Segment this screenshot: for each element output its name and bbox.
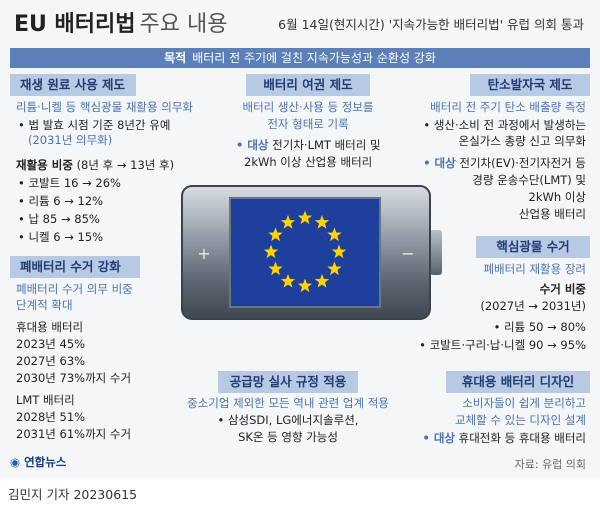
- supply-line3: SK온 등 영향 가능성: [238, 430, 338, 444]
- portable-design-line2: 교체할 수 있는 디자인 설계: [454, 413, 586, 427]
- minerals-line2: 수거 비중: [539, 282, 586, 296]
- carbon-header: 탄소발자국 제도: [470, 74, 590, 96]
- plus-sign: +: [197, 244, 210, 263]
- collection-portable-2027: 2027년 63%: [16, 354, 86, 368]
- minerals-header: 핵심광물 수거: [476, 236, 590, 258]
- logo-text: 연합뉴스: [24, 455, 67, 469]
- collection-portable-label: 휴대용 배터리: [16, 320, 84, 334]
- passport-target-text: 전기차·LMT 배터리 및: [272, 138, 381, 152]
- passport-line4: 2kWh 이상 산업용 배터리: [244, 155, 373, 169]
- minerals-item-others: • 코발트·구리·납·니켈 90 → 95%: [419, 338, 586, 352]
- passport-target-label: • 대상: [236, 138, 269, 152]
- yonhap-logo: ◉ 연합뉴스: [10, 454, 66, 470]
- carbon-target-text: 전기차(EV)·전기자전거 등: [459, 156, 586, 170]
- minus-sign: −: [401, 244, 414, 263]
- carbon-line5: 경량 운송수단(LMT) 및: [472, 173, 586, 187]
- eu-battery-illustration: + −: [181, 185, 442, 320]
- recycled-line1: 리튬·니켈 등 핵심광물 재활용 의무화: [16, 100, 193, 114]
- eu-star: [327, 261, 342, 276]
- portable-design-header: 휴대용 배터리 디자인: [446, 371, 590, 393]
- portable-design-target-text: 휴대전화 등 휴대용 배터리: [458, 431, 586, 445]
- eu-star: [297, 278, 313, 293]
- eu-star: [268, 227, 283, 242]
- recycled-line3: (2031년 의무화): [28, 133, 113, 147]
- supply-line2: • 삼성SDI, LG에너지솔루션,: [217, 413, 359, 427]
- carbon-target: • 대상 전기차(EV)·전기자전거 등: [423, 156, 586, 171]
- collection-header: 폐배터리 수거 강화: [10, 256, 140, 278]
- carbon-line3: 온실가스 총량 신고 의무화: [458, 134, 586, 148]
- eu-star: [327, 227, 342, 242]
- carbon-line2: • 생산·소비 전 과정에서 발생하는: [423, 118, 586, 132]
- minerals-line1: 폐배터리 재활용 장려: [483, 262, 586, 276]
- recycled-item-lithium: • 리튬 6 → 12%: [18, 194, 104, 208]
- byline: 김민지 기자 20230615: [8, 487, 138, 502]
- supply-header: 공급망 실사 규정 적용: [218, 371, 358, 393]
- recycled-ratio-period: (8년 후 → 13년 후): [76, 158, 175, 172]
- portable-design-line1: 소비자들이 쉽게 분리하고: [462, 396, 586, 410]
- logo-icon: ◉: [10, 455, 21, 469]
- title-main: EU 배터리법: [14, 12, 136, 37]
- eu-star: [263, 244, 279, 259]
- portable-design-target: • 대상 휴대전화 등 휴대용 배터리: [422, 431, 586, 446]
- title-sub: 주요 내용: [139, 12, 228, 37]
- carbon-target-label: • 대상: [423, 156, 456, 170]
- page-title: EU 배터리법 주요 내용: [14, 6, 227, 38]
- recycled-item-lead: • 납 85 → 85%: [18, 212, 100, 226]
- recycled-line2: • 법 발효 시점 기준 8년간 유예: [18, 118, 171, 132]
- carbon-line1: 배터리 전 주기 탄소 배출량 측정: [430, 100, 586, 114]
- carbon-line6: 2kWh 이상: [528, 190, 586, 204]
- collection-line2: 단계적 확대: [16, 298, 73, 312]
- collection-lmt-2028: 2028년 51%: [16, 410, 86, 424]
- eu-star: [314, 215, 330, 229]
- purpose-label: 목적: [164, 51, 187, 65]
- eu-star: [280, 215, 296, 229]
- source-note: 자료: 유럽 의회: [514, 458, 586, 471]
- collection-line1: 폐배터리 수거 의무 비중: [16, 282, 133, 296]
- minerals-line3: (2027년 → 2031년): [480, 299, 586, 313]
- carbon-line7: 산업용 배터리: [518, 207, 586, 221]
- eu-star: [280, 273, 296, 288]
- headline: 6월 14일(현지시간) '지속가능한 배터리법' 유럽 의회 통과: [278, 17, 584, 32]
- eu-star: [331, 244, 347, 259]
- minerals-item-lithium: • 리튬 50 → 80%: [493, 320, 586, 334]
- purpose-text: 배터리 전 주기에 걸친 지속가능성과 순환성 강화: [192, 51, 436, 65]
- recycled-item-cobalt: • 코발트 16 → 26%: [18, 176, 121, 190]
- eu-star: [314, 273, 330, 288]
- supply-line1: 중소기업 제외한 모든 역내 관련 업계 적용: [187, 396, 389, 410]
- recycled-item-nickel: • 니켈 6 → 15%: [18, 230, 104, 244]
- passport-target: • 대상 전기차·LMT 배터리 및: [236, 138, 381, 153]
- eu-stars: [263, 210, 347, 293]
- collection-portable-2023: 2023년 45%: [16, 337, 86, 351]
- recycled-ratio-label: 재활용 비중: [16, 158, 73, 172]
- battery-terminal: [430, 230, 442, 275]
- collection-lmt-label: LMT 배터리: [16, 393, 75, 407]
- collection-lmt-2031: 2031년 61%까지 수거: [16, 427, 132, 441]
- passport-header: 배터리 여권 제도: [246, 74, 370, 96]
- passport-line1: 배터리 생산·사용 등 정보를: [242, 100, 374, 114]
- recycled-header: 재생 원료 사용 제도: [10, 74, 136, 96]
- purpose-bar: 목적 배터리 전 주기에 걸친 지속가능성과 순환성 강화: [10, 48, 590, 68]
- eu-star: [268, 261, 283, 276]
- portable-design-target-label: • 대상: [422, 431, 455, 445]
- infographic-card: EU 배터리법 주요 내용 6월 14일(현지시간) '지속가능한 배터리법' 유…: [0, 0, 600, 478]
- recycled-ratio: 재활용 비중 (8년 후 → 13년 후): [16, 158, 174, 173]
- eu-star: [297, 210, 313, 225]
- collection-portable-2030: 2030년 73%까지 수거: [16, 371, 132, 385]
- passport-line2: 전자 형태로 기록: [267, 117, 349, 131]
